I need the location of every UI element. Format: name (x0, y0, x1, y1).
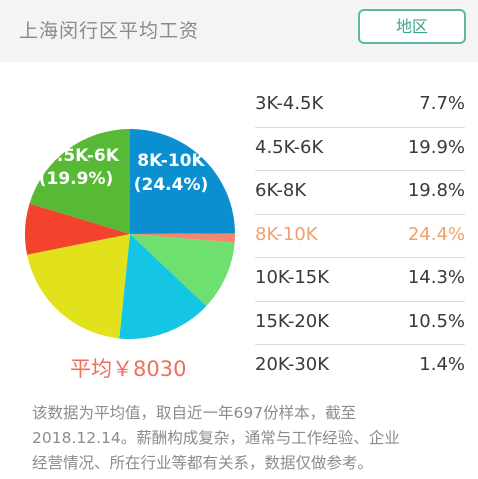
salary-distribution-table: 3K-4.5K 7.7% 4.5K-6K 19.9% 6K-8K 19.8% 8K-10K 2… (255, 84, 465, 388)
salary-pie-chart: 8K-10K (24.4%) 4.5K-6K (19.9%) (24, 129, 236, 339)
slice-label-4.5k-6k-pct: (19.9%) (39, 169, 114, 189)
note-line: 经营情况、所在行业等都有关系，数据仅做参考。 (32, 454, 374, 472)
salary-range-label: 8K-10K (255, 223, 318, 245)
slice-label-8k-10k-range: 8K-10K (137, 151, 205, 171)
salary-range-percent: 7.7% (419, 93, 465, 114)
salary-range-percent: 1.4% (419, 354, 465, 375)
pie-slice-20k-30k (130, 233, 236, 243)
disclaimer-note: 该数据为平均值，取自近一年697份样本，截至 2018.12.14。薪酬构成复杂… (32, 401, 462, 476)
pie-slice-4.5k-6k (29, 129, 130, 234)
pie-slice-6k-8k (27, 234, 130, 339)
salary-range-percent: 19.8% (407, 180, 465, 201)
pie-slice-3k-4.5k (24, 203, 131, 255)
table-row: 6K-8K 19.8% (255, 171, 465, 215)
pie-slice-15k-20k (130, 234, 235, 307)
salary-range-label: 3K-4.5K (255, 93, 324, 114)
table-row: 15K-20K 10.5% (255, 302, 465, 345)
table-row: 4.5K-6K 19.9% (255, 128, 465, 171)
slice-label-8k-10k-pct: (24.4%) (134, 175, 209, 195)
table-row: 3K-4.5K 7.7% (255, 84, 465, 128)
page-title: 上海闵行区平均工资 (19, 20, 200, 42)
table-row: 10K-15K 14.3% (255, 258, 465, 302)
table-row: 20K-30K 1.4% (255, 345, 465, 388)
pie-slice-10k-15k (119, 234, 207, 339)
salary-range-label: 6K-8K (255, 180, 307, 201)
salary-range-label: 4.5K-6K (255, 136, 324, 158)
header-bar: 上海闵行区平均工资 地区 (0, 0, 478, 62)
salary-range-percent: 14.3% (407, 267, 465, 288)
salary-range-percent: 19.9% (407, 136, 465, 158)
salary-range-label: 20K-30K (255, 354, 330, 375)
salary-range-percent: 10.5% (407, 310, 465, 332)
salary-range-label: 15K-20K (255, 310, 330, 332)
region-button[interactable]: 地区 (358, 9, 466, 44)
table-row: 8K-10K 24.4% (255, 215, 465, 258)
slice-label-4.5k-6k-range: 4.5K-6K (45, 146, 120, 166)
salary-range-label: 10K-15K (255, 267, 330, 288)
average-salary: 平均￥8030 (70, 357, 187, 381)
note-line: 2018.12.14。薪酬构成复杂，通常与工作经验、企业 (32, 429, 400, 447)
salary-range-percent: 24.4% (407, 223, 465, 245)
pie-slice-8k-10k (130, 129, 235, 234)
note-line: 该数据为平均值，取自近一年697份样本，截至 (32, 404, 357, 422)
